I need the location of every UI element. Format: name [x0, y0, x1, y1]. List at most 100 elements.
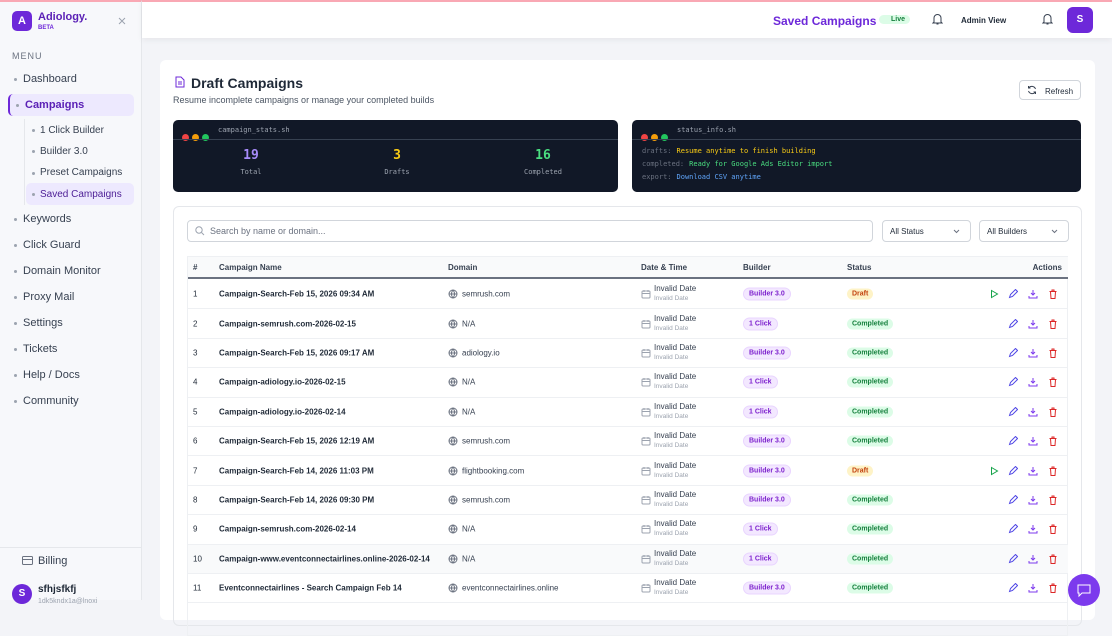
campaign-name[interactable]: Campaign-Search-Feb 14, 2026 09:30 PM — [219, 495, 375, 505]
campaign-name[interactable]: Eventconnectairlines - Search Campaign F… — [219, 583, 402, 593]
bell-icon[interactable] — [1042, 13, 1053, 25]
nav-item[interactable]: Settings — [8, 312, 134, 334]
bell-icon[interactable] — [932, 13, 943, 25]
calendar-icon — [641, 495, 651, 505]
delete-action[interactable] — [1048, 436, 1058, 447]
edit-action[interactable] — [1008, 318, 1019, 329]
delete-action[interactable] — [1048, 583, 1058, 594]
edit-action[interactable] — [1008, 406, 1019, 417]
close-icon[interactable] — [118, 17, 126, 25]
download-action[interactable] — [1028, 289, 1038, 299]
delete-action[interactable] — [1048, 524, 1058, 535]
date: Invalid Date Invalid Date — [654, 372, 696, 392]
nav-item[interactable]: Click Guard — [8, 234, 134, 256]
terminal-title: campaign_stats.sh — [218, 126, 290, 134]
date: Invalid Date Invalid Date — [654, 490, 696, 510]
campaign-name[interactable]: Campaign-Search-Feb 15, 2026 09:17 AM — [219, 348, 375, 358]
date-main: Invalid Date — [654, 578, 697, 588]
resume-action[interactable] — [989, 289, 999, 299]
delete-action[interactable] — [1048, 554, 1058, 564]
nav-item[interactable]: Keywords — [8, 208, 134, 230]
campaign-name[interactable]: Campaign-semrush.com-2026-02-14 — [219, 524, 356, 534]
campaign-name[interactable]: Campaign-www.eventconnectairlines.online… — [219, 554, 430, 564]
download-action[interactable] — [1028, 377, 1038, 387]
campaign-name[interactable]: Campaign-Search-Feb 14, 2026 11:03 PM — [219, 466, 374, 476]
globe-icon-glyph — [448, 289, 458, 299]
delete-action[interactable] — [1048, 407, 1058, 417]
campaign-name[interactable]: Campaign-Search-Feb 15, 2026 09:34 AM — [219, 289, 375, 299]
avatar[interactable]: S — [1067, 7, 1093, 33]
nav-item[interactable]: Campaigns — [8, 94, 134, 116]
builder-badge: 1 Click — [743, 522, 778, 536]
edit-action[interactable] — [1008, 288, 1019, 299]
refresh-button[interactable]: Refresh — [1019, 80, 1081, 100]
delete-action-glyph — [1049, 466, 1057, 476]
download-action[interactable] — [1028, 583, 1038, 593]
submenu-item[interactable]: Builder 3.0 — [26, 140, 134, 162]
search-input[interactable]: Search by name or domain... — [187, 220, 873, 242]
edit-action[interactable] — [1008, 435, 1019, 446]
page-subtitle: Resume incomplete campaigns or manage yo… — [173, 95, 435, 105]
nav-item[interactable]: Proxy Mail — [8, 286, 134, 308]
campaign-name[interactable]: Campaign-adiology.io-2026-02-14 — [219, 407, 346, 417]
refresh-icon — [1028, 85, 1036, 95]
download-action[interactable] — [1028, 554, 1038, 564]
nav-item[interactable]: Help / Docs — [8, 364, 134, 386]
submenu-item[interactable]: Preset Campaigns — [26, 162, 134, 184]
chat-icon — [1077, 584, 1091, 598]
calendar-icon-glyph — [641, 525, 651, 534]
edit-action[interactable] — [1008, 582, 1019, 593]
admin-view[interactable]: Admin View — [961, 16, 1007, 25]
download-action[interactable] — [1028, 319, 1038, 329]
status-badge: Completed — [847, 318, 894, 330]
campaign-name[interactable]: Campaign-Search-Feb 15, 2026 12:19 AM — [219, 436, 375, 446]
download-action[interactable] — [1028, 348, 1038, 358]
delete-action[interactable] — [1048, 348, 1058, 358]
globe-icon — [448, 495, 458, 505]
nav-item[interactable]: Community — [8, 390, 134, 412]
download-action[interactable] — [1028, 466, 1038, 476]
date-main: Invalid Date — [654, 342, 697, 352]
delete-action[interactable] — [1048, 377, 1058, 388]
download-action[interactable] — [1028, 524, 1038, 534]
delete-action[interactable] — [1048, 495, 1058, 505]
calendar-icon-glyph — [641, 584, 651, 593]
builder-filter[interactable]: All Builders — [979, 220, 1069, 242]
date-sub: Invalid Date — [654, 500, 689, 508]
globe-icon — [448, 466, 458, 476]
stat-label: Total — [240, 168, 262, 176]
stat-label: Drafts — [384, 168, 410, 176]
edit-action[interactable] — [1008, 465, 1019, 476]
campaign-name[interactable]: Campaign-semrush.com-2026-02-15 — [219, 319, 356, 329]
table-card: Search by name or domain... All Status A… — [173, 206, 1082, 636]
download-action[interactable] — [1028, 436, 1038, 446]
edit-action[interactable] — [1008, 347, 1019, 358]
row-number: 8 — [193, 495, 198, 505]
delete-action[interactable] — [1048, 466, 1058, 476]
delete-action-glyph — [1049, 407, 1057, 417]
globe-icon-glyph — [448, 466, 458, 476]
edit-action[interactable] — [1008, 494, 1019, 505]
download-action-glyph — [1028, 348, 1038, 358]
submenu-item[interactable]: Saved Campaigns — [26, 183, 134, 206]
status-filter[interactable]: All Status — [882, 220, 971, 242]
date: Invalid Date Invalid Date — [654, 343, 696, 363]
nav-item[interactable]: Dashboard — [8, 68, 134, 90]
download-action[interactable] — [1028, 407, 1038, 417]
nav-item[interactable]: Domain Monitor — [8, 260, 134, 282]
calendar-icon — [641, 466, 651, 476]
globe-icon — [448, 554, 458, 564]
edit-action[interactable] — [1008, 524, 1019, 534]
submenu-item[interactable]: 1 Click Builder — [26, 119, 134, 141]
edit-action[interactable] — [1008, 377, 1019, 387]
delete-action[interactable] — [1048, 289, 1058, 300]
delete-action[interactable] — [1048, 319, 1058, 329]
edit-action[interactable] — [1008, 553, 1019, 564]
download-action[interactable] — [1028, 495, 1038, 505]
nav-item[interactable]: Tickets — [8, 338, 134, 360]
resume-action[interactable] — [989, 466, 999, 476]
status-badge: Completed — [847, 347, 894, 359]
campaign-name[interactable]: Campaign-adiology.io-2026-02-15 — [219, 377, 346, 387]
billing[interactable]: Billing — [38, 555, 68, 567]
chat-button[interactable] — [1068, 574, 1100, 606]
